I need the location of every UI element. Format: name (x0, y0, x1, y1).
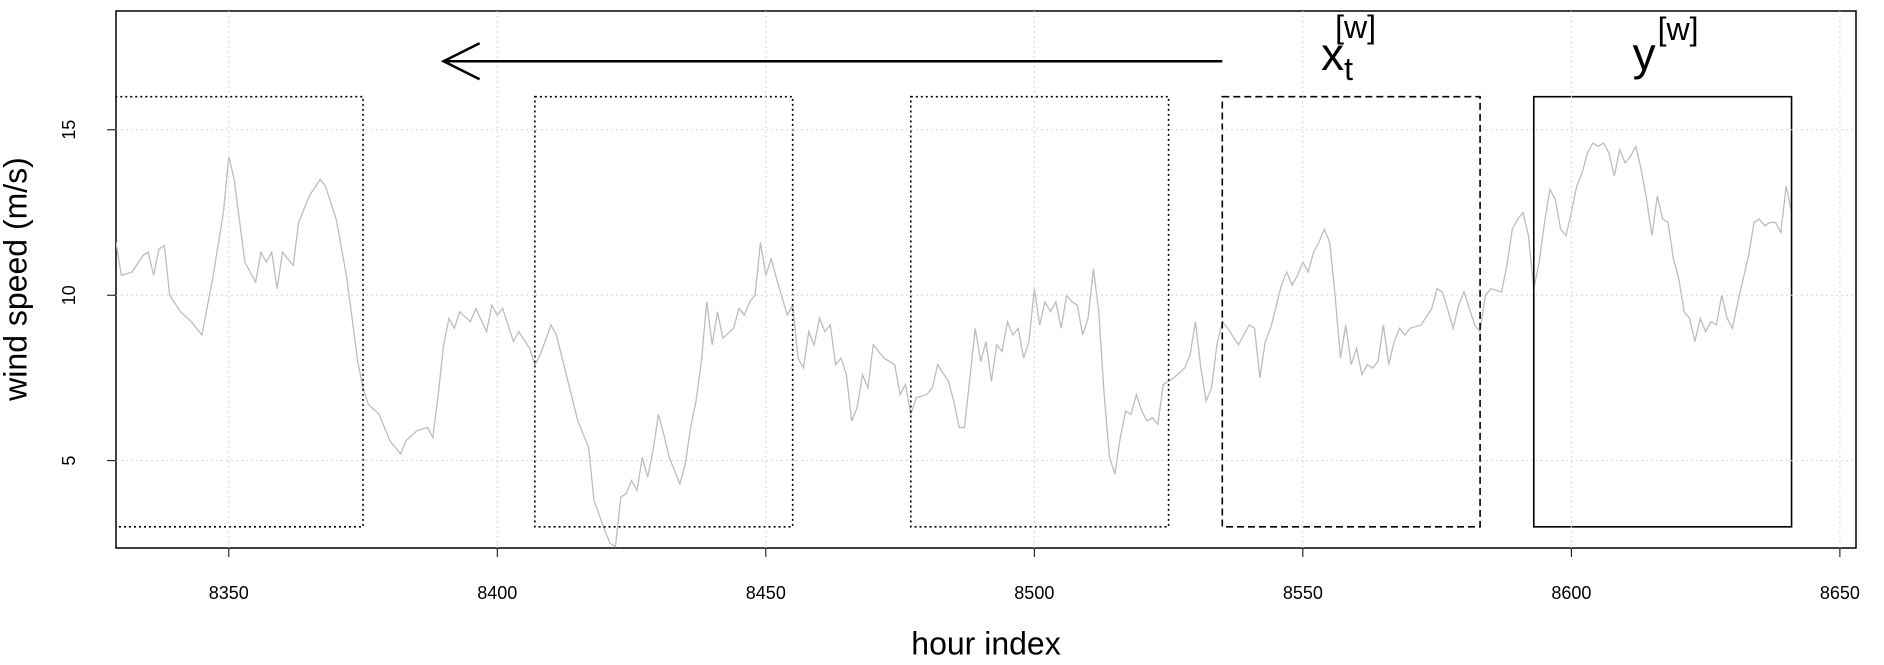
y-tick-label: 5 (59, 456, 79, 466)
x-tick-label: 8450 (746, 583, 786, 603)
x-tick-label: 8350 (209, 583, 249, 603)
x-tick-label: 8600 (1551, 583, 1591, 603)
y-tick-label: 10 (59, 285, 79, 305)
annotation-sup: [w] (1658, 11, 1699, 47)
annotation-main: y (1633, 28, 1656, 80)
plot-area (116, 95, 1793, 548)
annotation: xt [w] (1321, 9, 1376, 87)
plot-frame (115, 10, 1857, 549)
window-box (534, 95, 794, 528)
annotation-sub: t (1344, 51, 1353, 87)
window-box (910, 95, 1170, 528)
window-box (1221, 95, 1481, 528)
x-tick-label: 8650 (1820, 583, 1860, 603)
window-box (116, 95, 364, 528)
x-axis-label: hour index (911, 625, 1060, 661)
annotation-sup: [w] (1335, 9, 1376, 45)
line (116, 142, 1793, 548)
x-tick-label: 8500 (1014, 583, 1054, 603)
annotation: y[w] (1633, 11, 1699, 80)
y-tick-label: 15 (59, 120, 79, 140)
x-tick-label: 8400 (477, 583, 517, 603)
arrow-head (440, 42, 481, 81)
y-axis-label: wind speed (m/s) (0, 157, 33, 402)
annotation-main: x (1321, 28, 1344, 80)
window-box (1532, 95, 1793, 528)
x-tick-label: 8550 (1283, 583, 1323, 603)
